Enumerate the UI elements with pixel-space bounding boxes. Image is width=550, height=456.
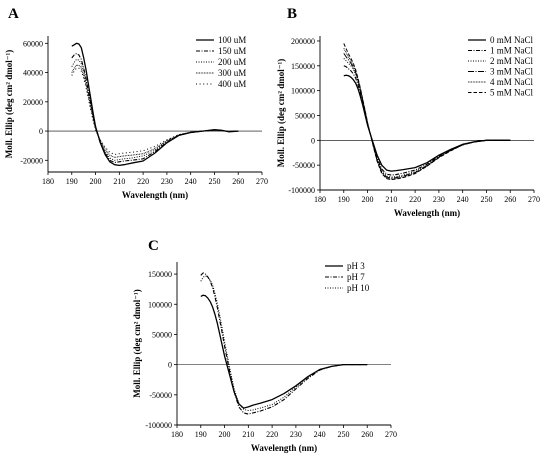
x-tick-label: 220 xyxy=(409,195,421,204)
series-line-6 xyxy=(343,43,511,181)
y-tick-label: 40000 xyxy=(23,69,43,78)
x-tick-label: 270 xyxy=(528,195,540,204)
x-tick-label: 200 xyxy=(362,195,374,204)
x-tick-label: 210 xyxy=(242,430,254,439)
x-tick-label: 250 xyxy=(480,195,492,204)
legend-label: 100 uM xyxy=(218,35,246,45)
y-tick-label: 100000 xyxy=(291,87,315,96)
x-tick-label: 260 xyxy=(504,195,516,204)
x-tick-label: 180 xyxy=(314,195,326,204)
y-tick-label: 0 xyxy=(39,127,43,136)
y-tick-label: -50000 xyxy=(292,161,315,170)
x-tick-label: 180 xyxy=(171,430,183,439)
series-line-2 xyxy=(343,65,511,176)
x-tick-label: 260 xyxy=(232,177,244,186)
panel-letter: C xyxy=(148,238,159,254)
y-tick-label: -100000 xyxy=(145,421,172,430)
panel-letter: B xyxy=(287,6,297,22)
series-line-5 xyxy=(343,48,511,180)
x-tick-label: 240 xyxy=(457,195,469,204)
panel-a: A 180 190 200 210 220 230 240 250 260 270 -20000 0 20… xyxy=(4,6,268,200)
x-tick-label: 210 xyxy=(113,177,125,186)
y-tick-label: -50000 xyxy=(149,391,172,400)
x-tick-label: 190 xyxy=(195,430,207,439)
panel-c: C 180 190 200 210 220 230 240 250 260 270 -100000 -5… xyxy=(132,238,397,453)
y-tick-label: 200000 xyxy=(291,37,315,46)
series-line-2 xyxy=(200,272,368,415)
y-tick-label: 60000 xyxy=(23,39,43,48)
x-axis-label: Wavelength (nm) xyxy=(251,443,317,453)
x-tick-label: 190 xyxy=(338,195,350,204)
y-tick-label: 150000 xyxy=(291,62,315,71)
x-tick-label: 240 xyxy=(314,430,326,439)
x-tick-label: 190 xyxy=(66,177,78,186)
series-line-1 xyxy=(200,294,368,409)
x-tick-label: 270 xyxy=(385,430,397,439)
x-tick-label: 200 xyxy=(90,177,102,186)
y-tick-label: 50000 xyxy=(152,330,172,339)
y-tick-label: 50000 xyxy=(295,111,315,120)
x-tick-label: 250 xyxy=(208,177,220,186)
x-axis-label: Wavelength (nm) xyxy=(394,208,460,218)
legend-label: 5 mM NaCl xyxy=(490,88,534,98)
legend-label: pH 3 xyxy=(347,261,365,271)
y-tick-label: 20000 xyxy=(23,98,43,107)
legend-label: 200 uM xyxy=(218,57,246,67)
legend-label: 4 mM NaCl xyxy=(490,77,534,87)
x-tick-label: 200 xyxy=(219,430,231,439)
legend-label: 300 uM xyxy=(218,68,246,78)
x-axis-label: Wavelength (nm) xyxy=(122,190,188,200)
series-line-1 xyxy=(71,42,239,167)
y-tick-label: -100000 xyxy=(288,186,315,195)
x-tick-label: 240 xyxy=(185,177,197,186)
series-line-3 xyxy=(71,58,239,161)
x-tick-label: 230 xyxy=(290,430,302,439)
y-axis-label: Moll. Ellip (deg cm² dmol⁻¹) xyxy=(276,59,286,167)
series-line-4 xyxy=(343,53,511,179)
legend-label: 2 mM NaCl xyxy=(490,56,534,66)
x-tick-label: 230 xyxy=(433,195,445,204)
x-tick-label: 180 xyxy=(42,177,54,186)
x-tick-label: 260 xyxy=(361,430,373,439)
legend-label: 3 mM NaCl xyxy=(490,67,534,77)
y-axis-label: Moll. Ellip (deg cm² dmol⁻¹) xyxy=(4,50,14,158)
x-tick-label: 220 xyxy=(137,177,149,186)
legend-label: 400 uM xyxy=(218,79,246,89)
x-tick-label: 230 xyxy=(161,177,173,186)
y-tick-label: 100000 xyxy=(148,300,172,309)
legend-label: pH 10 xyxy=(347,283,370,293)
y-axis-label: Moll. Ellip (deg cm² dmol⁻¹) xyxy=(132,289,142,397)
y-tick-label: 0 xyxy=(311,136,315,145)
legend-label: pH 7 xyxy=(347,272,365,282)
x-tick-label: 270 xyxy=(256,177,268,186)
legend-label: 1 mM NaCl xyxy=(490,46,534,56)
series-line-3 xyxy=(200,275,368,411)
legend-label: 0 mM NaCl xyxy=(490,35,534,45)
panel-letter: A xyxy=(8,6,19,22)
series-line-1 xyxy=(343,74,511,172)
panel-b: B 180 190 200 210 220 230 240 250 260 270 -100000 -5… xyxy=(276,6,540,218)
series-line-2 xyxy=(71,52,239,164)
y-tick-label: 150000 xyxy=(148,270,172,279)
series-line-5 xyxy=(71,67,239,155)
series-line-4 xyxy=(71,64,239,158)
x-tick-label: 250 xyxy=(337,430,349,439)
y-tick-label: -20000 xyxy=(20,156,43,165)
y-tick-label: 0 xyxy=(168,361,172,370)
x-tick-label: 210 xyxy=(385,195,397,204)
legend-label: 150 uM xyxy=(218,46,246,56)
series-line-3 xyxy=(343,58,511,178)
x-tick-label: 220 xyxy=(266,430,278,439)
